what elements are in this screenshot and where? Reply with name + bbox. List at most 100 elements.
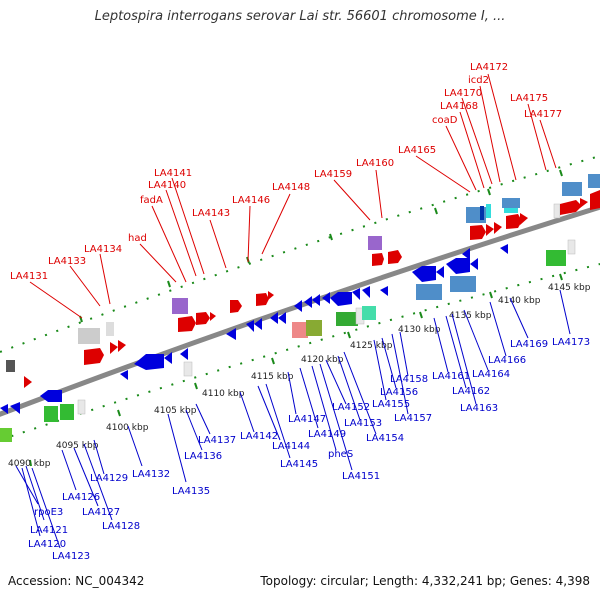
kbp-label: 4115 kbp — [251, 372, 294, 382]
gene-label: LA4161 — [432, 371, 470, 382]
accession-text: Accession: NC_004342 — [8, 574, 145, 588]
rev-arrow — [180, 348, 188, 360]
gene-label: LA4141 — [154, 168, 192, 179]
rev-arrow — [294, 300, 302, 312]
fwd-arrow — [372, 253, 384, 266]
steel-feature — [588, 174, 600, 188]
rev-arrow — [470, 258, 478, 270]
gray-feature — [6, 360, 15, 372]
rev-arrow — [40, 390, 62, 402]
navy-feature — [480, 206, 484, 220]
steel-feature — [416, 284, 442, 300]
major-ticks — [29, 169, 563, 467]
gene-label: LA4126 — [62, 492, 100, 503]
rev-arrow — [380, 286, 388, 296]
kbp-label: 4105 kbp — [154, 406, 197, 416]
green-feature — [336, 312, 358, 326]
gene-label: LA4168 — [440, 101, 478, 112]
white-feature — [567, 239, 576, 255]
gene-label: LA4127 — [82, 507, 120, 518]
gene-label: LA4121 — [30, 525, 68, 536]
fwd-arrow — [110, 342, 118, 354]
mint-feature — [362, 306, 376, 320]
fwd-arrow — [388, 250, 402, 264]
fwd-arrow — [268, 291, 274, 300]
fwd-arrow — [84, 348, 104, 365]
gene-label: LA4123 — [52, 551, 90, 562]
kbp-label: 4145 kbp — [548, 283, 591, 293]
white-feature — [553, 203, 561, 219]
rev-arrow — [246, 320, 254, 332]
purple-feature — [172, 298, 188, 314]
gene-label: LA4160 — [356, 158, 394, 169]
rev-arrow — [120, 370, 128, 380]
gene-label: LA4169 — [510, 339, 548, 350]
green-feature — [60, 404, 74, 420]
kbp-labels: 4090 kbp 4095 kbp 4100 kbp 4105 kbp 4110… — [8, 283, 591, 469]
kbp-label: 4095 kbp — [56, 441, 99, 451]
fwd-arrow — [470, 225, 486, 240]
gene-label: LA4170 — [444, 88, 482, 99]
rev-arrow — [312, 294, 320, 306]
fwd-arrow — [210, 312, 216, 321]
rev-arrow — [446, 258, 470, 274]
fwd-arrow — [580, 198, 588, 208]
gene-label: LA4157 — [394, 413, 432, 424]
purple-feature — [368, 236, 382, 250]
rev-arrow — [10, 402, 20, 414]
fwd-arrow — [486, 224, 494, 236]
kbp-label: 4120 kbp — [301, 355, 344, 365]
gene-label: rpoE3 — [34, 507, 63, 518]
fwd-arrow — [494, 222, 502, 234]
gene-label: LA4156 — [380, 387, 418, 398]
gene-label: LA4153 — [344, 418, 382, 429]
green-feature — [44, 406, 58, 422]
forward-labels: LA4131 LA4133 LA4134 had fadA LA4140 LA4… — [10, 62, 562, 282]
gene-label: LA4145 — [280, 459, 318, 470]
gene-label: LA4158 — [390, 374, 428, 385]
gene-label: LA4148 — [272, 182, 310, 193]
olive-feature — [306, 320, 322, 336]
backbone — [0, 204, 600, 417]
steel-feature — [502, 198, 520, 208]
gene-label: LA4151 — [342, 471, 380, 482]
gene-label: pheS — [328, 449, 353, 460]
steel-feature — [562, 182, 582, 196]
gene-label: LA4177 — [524, 109, 562, 120]
fwd-arrow — [118, 340, 126, 352]
fwd-arrow — [520, 213, 528, 225]
fwd-arrow — [560, 200, 582, 215]
kbp-label: 4135 kbp — [449, 311, 492, 321]
gene-label: LA4120 — [28, 539, 66, 550]
forward-features — [6, 174, 600, 388]
gene-label: LA4132 — [132, 469, 170, 480]
rev-arrow — [322, 292, 330, 304]
gene-label: LA4155 — [372, 399, 410, 410]
fwd-arrow — [230, 300, 242, 313]
white-feature — [77, 399, 86, 415]
rev-arrow — [254, 318, 262, 330]
gene-label: icd2 — [468, 75, 489, 86]
fwd-arrow — [590, 190, 600, 210]
map-title: Leptospira interrogans serovar Lai str. … — [94, 9, 506, 24]
gene-label: LA4147 — [288, 414, 326, 425]
gene-label: LA4142 — [240, 431, 278, 442]
rev-arrow — [0, 404, 8, 414]
gene-label: LA4146 — [232, 195, 270, 206]
kbp-label: 4125 kbp — [350, 341, 393, 351]
gene-label: LA4152 — [332, 402, 370, 413]
reverse-features — [0, 239, 576, 442]
genome-stats-text: Topology: circular; Length: 4,332,241 bp… — [260, 574, 590, 588]
gene-label: LA4144 — [272, 441, 310, 452]
cyan-feature — [504, 208, 518, 213]
gene-label: LA4175 — [510, 93, 548, 104]
rev-arrow — [462, 248, 470, 260]
kbp-label: 4100 kbp — [106, 423, 149, 433]
gene-label: coaD — [432, 115, 458, 126]
green-feature — [0, 428, 12, 442]
gene-label: LA4149 — [308, 429, 346, 440]
green-feature — [546, 250, 566, 266]
rev-arrow — [500, 244, 508, 254]
gene-label: LA4133 — [48, 256, 86, 267]
fwd-arrow — [24, 376, 32, 388]
